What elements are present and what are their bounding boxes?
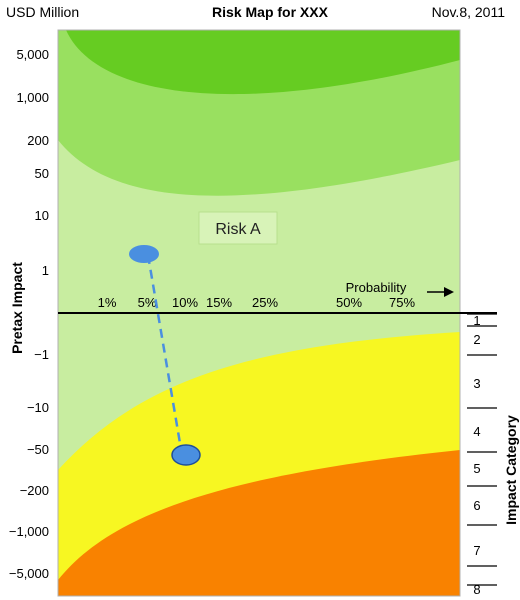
y-tick-label: 200 bbox=[27, 133, 49, 148]
risk-a-label: Risk A bbox=[215, 221, 261, 238]
x-tick-label: 15% bbox=[206, 295, 232, 310]
x-tick-label: 75% bbox=[389, 295, 415, 310]
impact-category-scale: 1 2 3 4 5 6 7 8 bbox=[467, 313, 497, 597]
y-tick-label: −50 bbox=[27, 442, 49, 457]
risk-a-downside-point bbox=[171, 444, 201, 466]
y-tick-label: 1 bbox=[42, 263, 49, 278]
x-tick-label: 1% bbox=[98, 295, 117, 310]
impact-category-label: 5 bbox=[473, 461, 480, 476]
x-tick-label: 25% bbox=[252, 295, 278, 310]
chart-title: Risk Map for XXX bbox=[212, 4, 329, 20]
y-tick-labels: 5,000 1,000 200 50 10 1 −1 −10 −50 −200 … bbox=[9, 47, 49, 581]
impact-category-label: 1 bbox=[473, 313, 480, 328]
units-label: USD Million bbox=[6, 4, 79, 20]
y-axis-title: Pretax Impact bbox=[9, 262, 25, 354]
y-tick-label: 1,000 bbox=[16, 90, 49, 105]
risk-a-box bbox=[198, 211, 278, 245]
risk-a-markers bbox=[129, 245, 201, 466]
zone-orange bbox=[58, 450, 460, 596]
impact-category-label: 3 bbox=[473, 376, 480, 391]
y-tick-label: −1 bbox=[34, 347, 49, 362]
y-tick-label: 50 bbox=[35, 166, 49, 181]
impact-category-label: 7 bbox=[473, 543, 480, 558]
y-tick-label: 5,000 bbox=[16, 47, 49, 62]
y-tick-label: −1,000 bbox=[9, 524, 49, 539]
date-label: Nov.8, 2011 bbox=[432, 4, 506, 20]
probability-label: Probability bbox=[346, 280, 407, 295]
right-axis-title: Impact Category bbox=[503, 415, 519, 525]
probability-arrow-icon bbox=[427, 287, 454, 297]
y-tick-label: −5,000 bbox=[9, 566, 49, 581]
impact-category-label: 4 bbox=[473, 424, 480, 439]
risk-a-upside-point bbox=[129, 245, 159, 263]
risk-a-connector bbox=[146, 254, 184, 456]
x-tick-label: 5% bbox=[138, 295, 157, 310]
y-tick-label: 10 bbox=[35, 208, 49, 223]
zone-upper-dark-green bbox=[66, 30, 460, 95]
impact-category-label: 8 bbox=[473, 582, 480, 597]
y-tick-label: −10 bbox=[27, 400, 49, 415]
y-tick-label: −200 bbox=[20, 483, 49, 498]
x-tick-labels: 1% 5% 10% 15% 25% 50% 75% bbox=[98, 295, 416, 310]
risk-a-annotation: Risk A bbox=[198, 211, 278, 245]
impact-category-label: 6 bbox=[473, 498, 480, 513]
impact-category-label: 2 bbox=[473, 332, 480, 347]
x-tick-label: 10% bbox=[172, 295, 198, 310]
x-tick-label: 50% bbox=[336, 295, 362, 310]
